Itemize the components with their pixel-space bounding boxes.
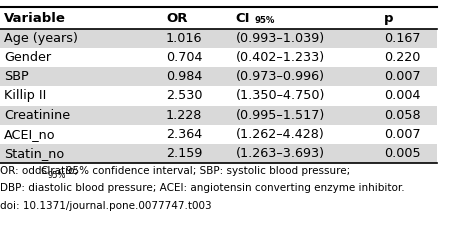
Bar	[0, 7, 437, 29]
Text: 2.364: 2.364	[166, 128, 202, 141]
Text: : 95% confidence interval; SBP: systolic blood pressure;: : 95% confidence interval; SBP: systolic…	[59, 166, 351, 176]
Text: 95%: 95%	[255, 16, 275, 25]
Text: (1.263–3.693): (1.263–3.693)	[236, 147, 325, 160]
Text: (0.973–0.996): (0.973–0.996)	[236, 70, 325, 83]
Text: (0.402–1.233): (0.402–1.233)	[236, 51, 325, 64]
Text: CI: CI	[236, 12, 250, 24]
Text: 1.228: 1.228	[166, 109, 202, 122]
Text: 0.704: 0.704	[166, 51, 202, 64]
Text: Age (years): Age (years)	[4, 32, 78, 45]
Bar	[0, 144, 437, 163]
Text: 0.005: 0.005	[384, 147, 421, 160]
Text: 0.007: 0.007	[384, 70, 421, 83]
Text: CI: CI	[41, 166, 51, 176]
Text: 0.007: 0.007	[384, 128, 421, 141]
Bar	[0, 29, 437, 48]
Text: OR: OR	[166, 12, 187, 24]
Text: (0.995–1.517): (0.995–1.517)	[236, 109, 325, 122]
Text: 2.530: 2.530	[166, 89, 202, 103]
Text: 0.167: 0.167	[384, 32, 421, 45]
Text: 0.058: 0.058	[384, 109, 421, 122]
Text: (0.993–1.039): (0.993–1.039)	[236, 32, 325, 45]
Bar	[0, 106, 437, 125]
Text: SBP: SBP	[4, 70, 29, 83]
Bar	[0, 48, 437, 67]
Text: Gender: Gender	[4, 51, 52, 64]
Bar	[0, 125, 437, 144]
Text: Killip II: Killip II	[4, 89, 47, 103]
Text: OR: odds ratio;: OR: odds ratio;	[0, 166, 82, 176]
Text: ACEI_no: ACEI_no	[4, 128, 56, 141]
Text: Statin_no: Statin_no	[4, 147, 64, 160]
Bar	[0, 86, 437, 106]
Text: 0.004: 0.004	[384, 89, 421, 103]
Text: (1.350–4.750): (1.350–4.750)	[236, 89, 325, 103]
Text: 2.159: 2.159	[166, 147, 202, 160]
Text: (1.262–4.428): (1.262–4.428)	[236, 128, 325, 141]
Text: Creatinine: Creatinine	[4, 109, 71, 122]
Text: p: p	[384, 12, 394, 24]
Text: 0.984: 0.984	[166, 70, 202, 83]
Text: 0.220: 0.220	[384, 51, 421, 64]
Text: DBP: diastolic blood pressure; ACEI: angiotensin converting enzyme inhibitor.: DBP: diastolic blood pressure; ACEI: ang…	[0, 183, 405, 193]
Text: doi: 10.1371/journal.pone.0077747.t003: doi: 10.1371/journal.pone.0077747.t003	[0, 201, 211, 211]
Text: 1.016: 1.016	[166, 32, 202, 45]
Text: Variable: Variable	[4, 12, 66, 24]
Text: 95%: 95%	[48, 171, 66, 180]
Bar	[0, 67, 437, 86]
